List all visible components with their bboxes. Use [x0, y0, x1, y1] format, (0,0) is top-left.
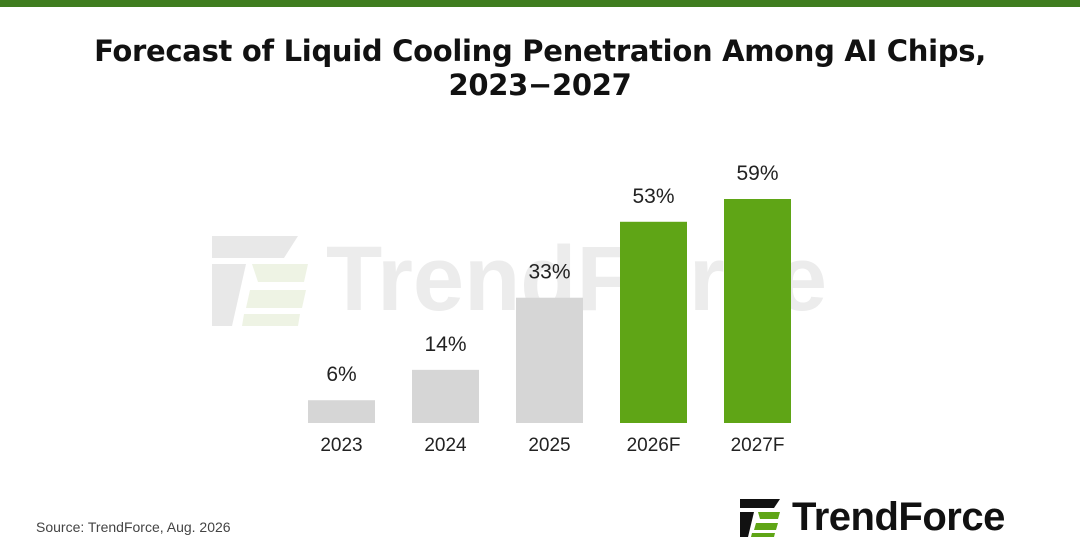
category-label-2026f: 2026F	[627, 435, 681, 456]
category-label-2023: 2023	[320, 435, 362, 456]
category-label-2024: 2024	[424, 435, 467, 456]
logo-text: TrendForce	[792, 494, 1005, 539]
trendforce-logo: TrendForce	[738, 493, 1005, 541]
bar-2024	[412, 369, 479, 423]
top-accent-bar	[0, 0, 1080, 7]
data-label-2027f: 59%	[736, 162, 778, 185]
bar-2025	[516, 297, 583, 423]
bar-2027f	[724, 199, 791, 423]
source-note: Source: TrendForce, Aug. 2026	[36, 519, 231, 535]
watermark-logo-icon	[212, 236, 308, 326]
bar-2026f	[620, 221, 687, 423]
bar-2023	[308, 400, 375, 423]
data-label-2023: 6%	[326, 363, 356, 386]
data-label-2024: 14%	[424, 333, 466, 356]
data-label-2025: 33%	[528, 261, 570, 284]
category-label-2027f: 2027F	[731, 435, 785, 456]
category-label-2025: 2025	[528, 435, 570, 456]
trendforce-logo-icon	[740, 499, 780, 537]
chart-title: Forecast of Liquid Cooling Penetration A…	[94, 34, 986, 102]
bars-group: 6% 2023 14% 2024 33% 2025 53% 2026F 59% 2027F	[308, 162, 791, 456]
data-label-2026f: 53%	[632, 185, 674, 208]
